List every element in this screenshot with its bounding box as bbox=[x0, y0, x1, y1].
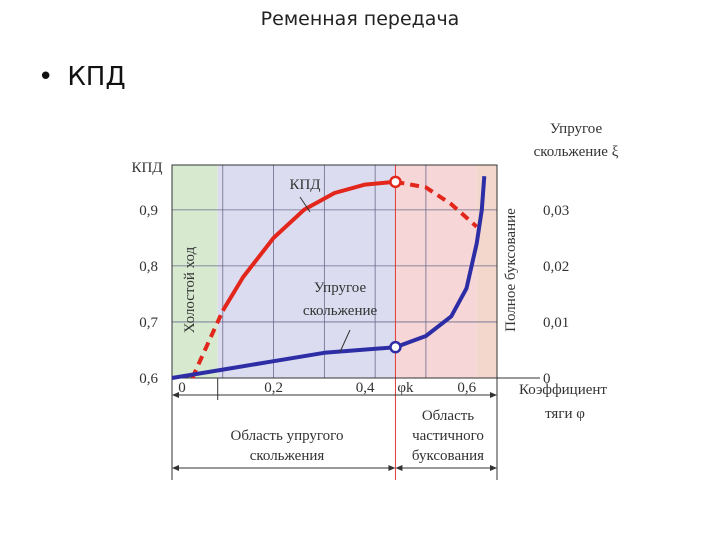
slip-curve bbox=[171, 176, 487, 380]
kpd-curve-dashed-end bbox=[395, 179, 479, 229]
idle-region-label: Холостой ход bbox=[182, 246, 198, 333]
y-left-tick-label: 0,9 bbox=[139, 203, 158, 219]
y-left-axis-label: КПД bbox=[131, 160, 162, 176]
arrow-partial-head-left bbox=[395, 465, 403, 471]
kpd-curve bbox=[221, 179, 396, 312]
region-0 bbox=[172, 165, 218, 378]
region-1 bbox=[217, 165, 396, 378]
region-elastic-label-2: скольжения bbox=[250, 448, 325, 464]
x-tick-label: φk bbox=[397, 380, 414, 396]
kpd-label-leader bbox=[299, 196, 311, 213]
x-tick-label: 0,2 bbox=[264, 380, 283, 396]
bullet-dot-icon: • bbox=[38, 62, 54, 92]
y-right-tick-label: 0,02 bbox=[543, 259, 569, 275]
chart-labels: 0,6 0,7 0,8 0,9 0 0,01 0,02 0,03 КПД 0 0,2 0,4 φk 0,6… bbox=[131, 121, 618, 464]
y-left-tick-label: 0,7 bbox=[139, 315, 158, 331]
region-partial-label-3: буксования bbox=[412, 448, 484, 464]
full-slip-region-label: Полное буксование bbox=[503, 208, 519, 332]
arrow-partial-head-right bbox=[490, 465, 497, 471]
y-right-tick-label: 0 bbox=[543, 371, 551, 387]
bullet-text: КПД bbox=[67, 62, 126, 92]
kpd-max-point bbox=[389, 175, 402, 189]
x-axis-label-2: тяги φ bbox=[545, 406, 585, 422]
slip-phik-point bbox=[389, 340, 402, 354]
bullet-item: • КПД bbox=[38, 62, 126, 92]
region-elastic-label-1: Область упругого bbox=[231, 428, 344, 444]
right-axis-label-1: Упругое bbox=[550, 121, 603, 137]
kpd-curve-dashed-start bbox=[190, 309, 225, 379]
region-partial-label-2: частичного bbox=[412, 428, 484, 444]
arrow-axis-head-left bbox=[172, 392, 179, 398]
region-partial-label-1: Область bbox=[422, 408, 474, 424]
y-left-tick-label: 0,6 bbox=[139, 371, 158, 387]
x-tick-label: 0,4 bbox=[356, 380, 375, 396]
chart-grid bbox=[172, 165, 497, 480]
x-axis-label-1: Коэффициент bbox=[519, 382, 607, 398]
y-left-tick-label: 0,8 bbox=[139, 259, 158, 275]
arrow-elastic-head-right bbox=[388, 465, 396, 471]
y-right-tick-label: 0,03 bbox=[543, 203, 569, 219]
slip-curve-label-2: скольжение bbox=[303, 303, 378, 319]
region-2 bbox=[395, 165, 477, 378]
chart-regions bbox=[172, 165, 497, 378]
arrow-elastic-head-left bbox=[172, 465, 179, 471]
slip-curve-label-1: Упругое bbox=[314, 280, 367, 296]
y-right-tick-label: 0,01 bbox=[543, 315, 569, 331]
chart-frame bbox=[171, 164, 540, 480]
kpd-curve-label: КПД bbox=[289, 177, 320, 193]
x-tick-label: 0,6 bbox=[457, 380, 476, 396]
slip-label-leader bbox=[339, 329, 351, 353]
arrow-axis-head-right bbox=[490, 392, 497, 398]
region-3 bbox=[476, 165, 497, 378]
right-axis-label-2: скольжение ξ bbox=[534, 144, 619, 160]
x-tick-label: 0 bbox=[178, 380, 186, 396]
slide-title: Ременная передача bbox=[260, 8, 460, 30]
chart-series bbox=[171, 175, 487, 380]
